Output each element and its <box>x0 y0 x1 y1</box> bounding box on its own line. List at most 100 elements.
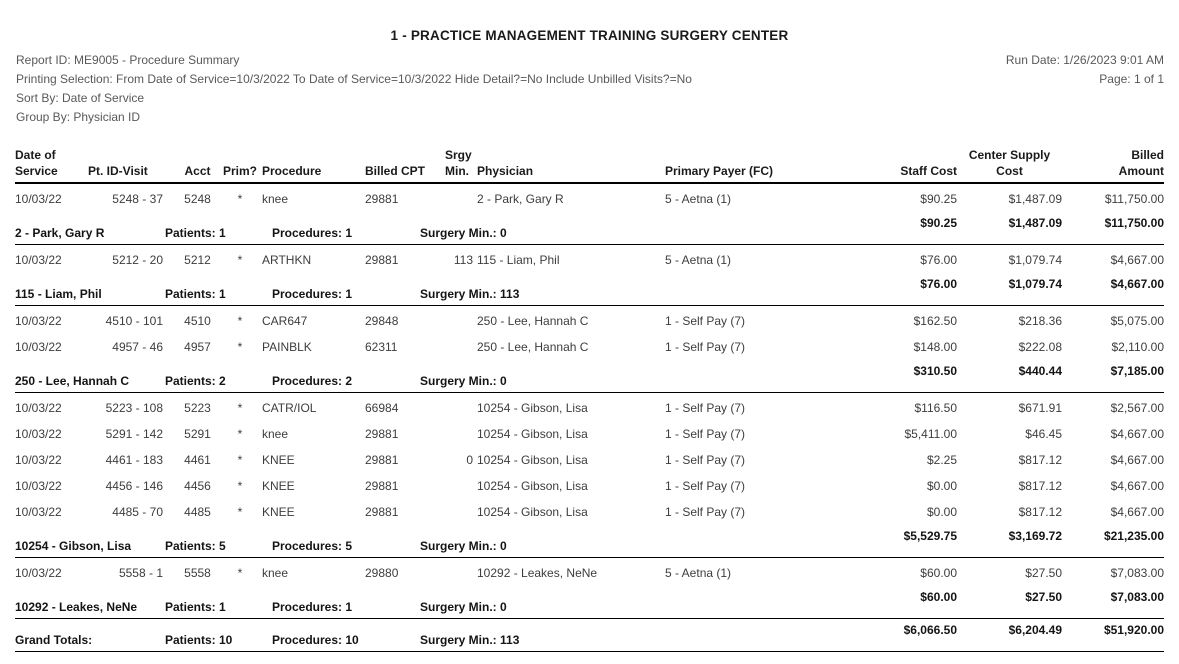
cell-procedure: knee <box>262 427 289 441</box>
grand-totals-center-supply-cost: $6,204.49 <box>1008 623 1062 637</box>
group-footer-procedures: Procedures: 1 <box>272 226 353 240</box>
grand-totals-billed-amount: $51,920.00 <box>1103 623 1164 637</box>
group-divider <box>15 392 1164 393</box>
cell-center-supply-cost: $27.50 <box>1025 566 1062 580</box>
sort-by: Sort By: Date of Service <box>16 91 145 105</box>
report-id: Report ID: ME9005 - Procedure Summary <box>16 53 240 67</box>
cell-billed-cpt: 29881 <box>365 427 399 441</box>
cell-billed-cpt: 29881 <box>365 453 399 467</box>
cell-staff-cost: $116.50 <box>914 401 958 415</box>
cell-center-supply-cost: $46.45 <box>1025 427 1062 441</box>
cell-date: 10/03/22 <box>15 505 62 519</box>
col-header-line: Primary Payer (FC) <box>665 164 774 178</box>
group-footer-patients: Patients: 1 <box>165 600 226 614</box>
cell-pt-id-visit: 5248 - 37 <box>112 192 163 206</box>
group-footer-surgery-min: Surgery Min.: 0 <box>420 374 507 388</box>
table-row: 10/03/22 4461 - 183 4461 * KNEE 29881 0 10254 -… <box>15 447 1164 473</box>
group-footer-center-supply-cost: $440.44 <box>1018 364 1062 378</box>
table-row: 10/03/22 4485 - 70 4485 * KNEE 29881 10254 - G… <box>15 499 1164 525</box>
cell-center-supply-cost: $817.12 <box>1018 479 1062 493</box>
group-divider <box>15 244 1164 245</box>
cell-physician: 10254 - Gibson, Lisa <box>477 505 588 519</box>
group-footer-patients: Patients: 1 <box>165 287 226 301</box>
cell-primary-payer: 5 - Aetna (1) <box>665 253 732 267</box>
col-header-line: Acct <box>184 164 211 178</box>
group-footer-patients: Patients: 1 <box>165 226 226 240</box>
cell-acct: 5212 <box>184 253 211 267</box>
group-footer-label: 250 - Lee, Hannah C <box>15 374 130 388</box>
cell-acct: 4485 <box>184 505 211 519</box>
col-header-line: Pt. ID-Visit <box>88 164 148 178</box>
cell-acct: 4510 <box>184 314 211 328</box>
col-header-physician: Physician <box>473 147 663 179</box>
cell-primary-payer: 1 - Self Pay (7) <box>665 314 746 328</box>
cell-date: 10/03/22 <box>15 401 62 415</box>
cell-billed-cpt: 29881 <box>365 192 399 206</box>
group-footer-procedures: Procedures: 1 <box>272 287 353 301</box>
cell-staff-cost: $2.25 <box>926 453 957 467</box>
cell-primary-payer: 1 - Self Pay (7) <box>665 401 746 415</box>
cell-acct: 4461 <box>184 453 211 467</box>
col-header-line <box>88 147 173 163</box>
col-header-line: Amount <box>1118 164 1164 178</box>
cell-physician: 250 - Lee, Hannah C <box>477 314 589 328</box>
col-header-line: Center Supply <box>968 148 1051 162</box>
col-header-staff-cost: Staff Cost <box>875 147 957 179</box>
cell-prim: * <box>237 505 243 519</box>
cell-physician: 10254 - Gibson, Lisa <box>477 453 588 467</box>
group-footer-center-supply-cost: $27.50 <box>1025 590 1062 604</box>
group-footer-staff-cost: $310.50 <box>913 364 957 378</box>
cell-procedure: PAINBLK <box>262 340 312 354</box>
cell-procedure: knee <box>262 192 289 206</box>
cell-center-supply-cost: $222.08 <box>1018 340 1062 354</box>
cell-center-supply-cost: $1,487.09 <box>1008 192 1062 206</box>
group-footer-label: 10292 - Leakes, NeNe <box>15 600 138 614</box>
group-rows: 10/03/22 5212 - 20 5212 * ARTHKN 29881 113 115 … <box>15 245 1164 273</box>
group-footer-surgery-min: Surgery Min.: 0 <box>420 600 507 614</box>
col-header-line <box>365 147 445 163</box>
cell-procedure: KNEE <box>262 479 295 493</box>
report-meta: Report ID: ME9005 - Procedure Summary Pr… <box>16 51 692 127</box>
cell-date: 10/03/22 <box>15 340 62 354</box>
cell-physician: 10254 - Gibson, Lisa <box>477 427 588 441</box>
page-number: Page: 1 of 1 <box>1099 72 1164 86</box>
grand-totals-patients: Patients: 10 <box>165 633 233 647</box>
cell-billed-cpt: 29881 <box>365 479 399 493</box>
cell-acct: 4957 <box>184 340 211 354</box>
report-table: Date of Service Pt. ID-Visit Acct Prim? … <box>15 147 1164 652</box>
table-row: 10/03/22 5248 - 37 5248 * knee 29881 2 - Park,… <box>15 186 1164 212</box>
grand-totals-label: Grand Totals: <box>15 633 93 647</box>
grand-totals-divider <box>15 651 1164 652</box>
group-footer-label: 2 - Park, Gary R <box>15 226 105 240</box>
group-footer-staff-cost: $5,529.75 <box>903 529 957 543</box>
group-footer-procedures: Procedures: 2 <box>272 374 353 388</box>
group-footer-patients: Patients: 2 <box>165 374 226 388</box>
cell-primary-payer: 1 - Self Pay (7) <box>665 427 746 441</box>
cell-billed-cpt: 66984 <box>365 401 399 415</box>
col-header-acct: Acct <box>173 147 222 179</box>
run-date: Run Date: 1/26/2023 9:01 AM <box>1005 53 1164 67</box>
cell-billed-cpt: 29848 <box>365 314 399 328</box>
group-footer-procedures: Procedures: 1 <box>272 600 353 614</box>
table-row: 10/03/22 5558 - 1 5558 * knee 29880 10292 - Le… <box>15 560 1164 586</box>
cell-prim: * <box>237 253 243 267</box>
group-rows: 10/03/22 5248 - 37 5248 * knee 29881 2 - Park,… <box>15 184 1164 212</box>
group-footer: 250 - Lee, Hannah C Patients: 2 Procedures… <box>15 362 1164 392</box>
col-header-center-supply-cost: Center Supply Cost <box>957 147 1062 179</box>
cell-acct: 5558 <box>184 566 211 580</box>
group-footer-billed-amount: $4,667.00 <box>1110 277 1164 291</box>
table-row: 10/03/22 5223 - 108 5223 * CATR/IOL 66984 1025… <box>15 395 1164 421</box>
group-footer-center-supply-cost: $3,169.72 <box>1008 529 1062 543</box>
cell-staff-cost: $148.00 <box>913 340 957 354</box>
cell-procedure: CATR/IOL <box>262 401 317 415</box>
group-footer-billed-amount: $11,750.00 <box>1104 216 1164 230</box>
col-header-line: Date of <box>15 148 56 162</box>
cell-date: 10/03/22 <box>15 314 62 328</box>
cell-center-supply-cost: $817.12 <box>1018 505 1062 519</box>
cell-procedure: KNEE <box>262 505 295 519</box>
group-divider <box>15 557 1164 558</box>
cell-pt-id-visit: 4485 - 70 <box>112 505 163 519</box>
cell-physician: 2 - Park, Gary R <box>477 192 564 206</box>
group-rows: 10/03/22 4510 - 101 4510 * CAR647 29848 250 - … <box>15 306 1164 360</box>
group-footer-surgery-min: Surgery Min.: 0 <box>420 226 507 240</box>
